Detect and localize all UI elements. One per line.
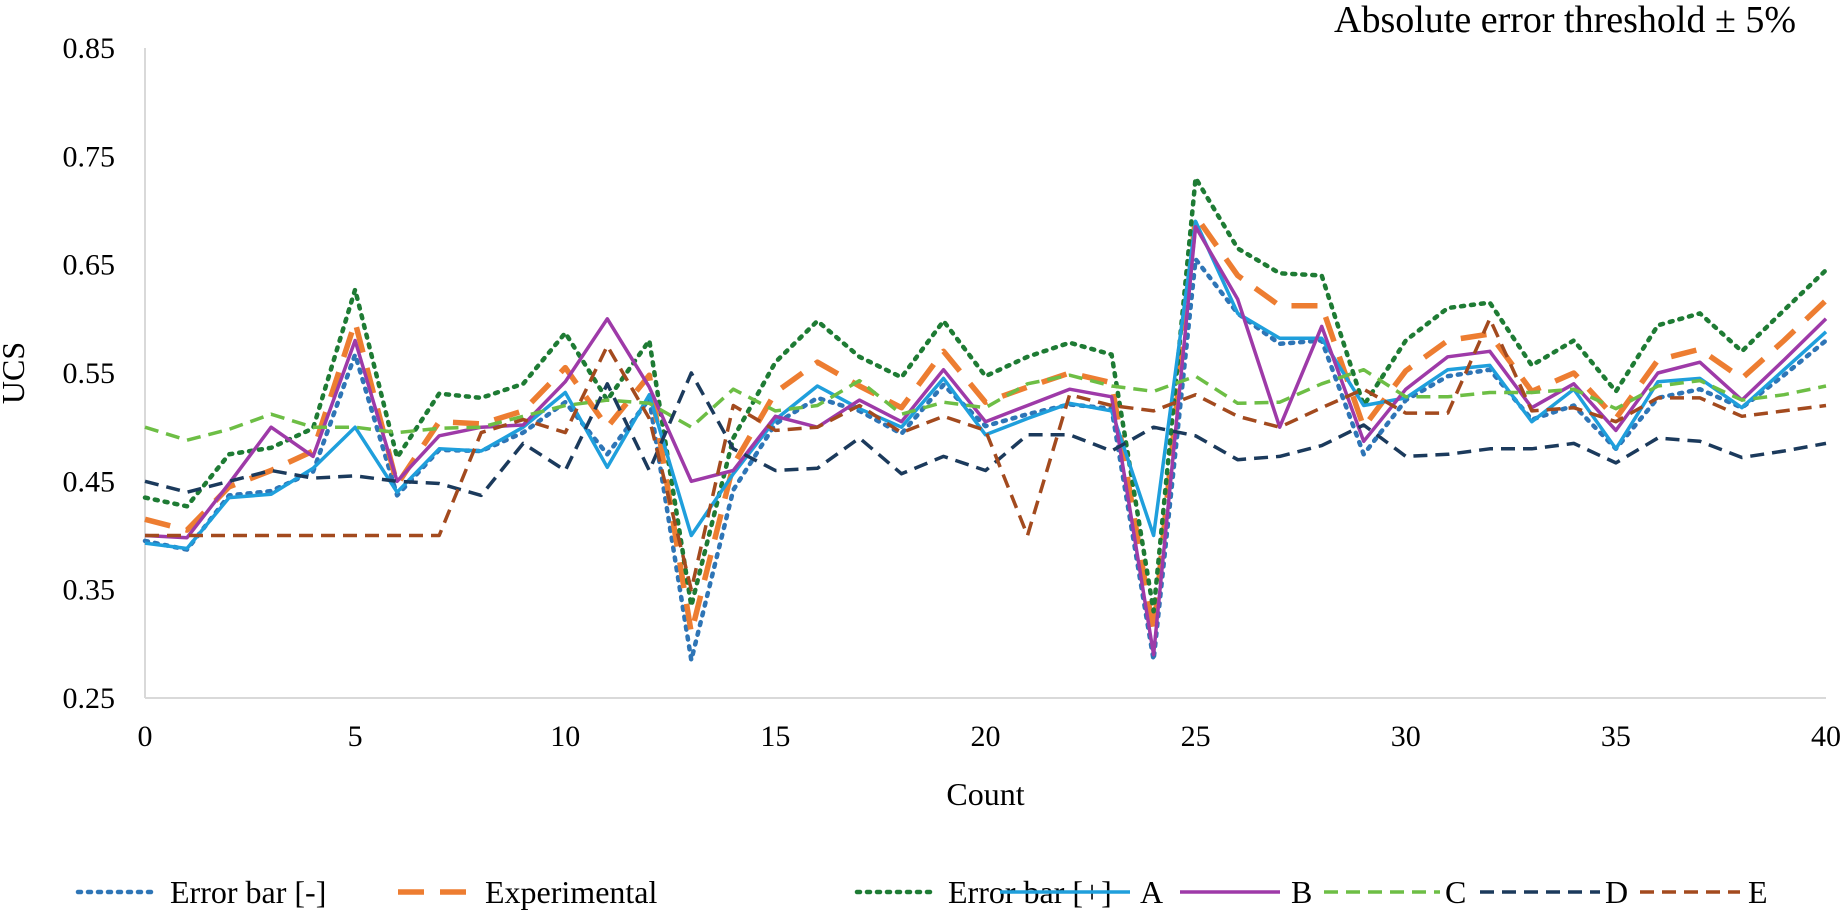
y-tick-label: 0.65 <box>63 249 116 282</box>
series-line <box>144 213 1828 636</box>
series-line <box>144 367 1827 442</box>
legend-item: Experimental <box>398 874 657 910</box>
x-tick-label: 5 <box>348 720 363 753</box>
x-tick-label: 20 <box>971 720 1001 753</box>
legend-item: Error bar [-] <box>75 874 326 910</box>
x-tick-label: 15 <box>760 720 790 753</box>
y-tick-label: 0.75 <box>63 140 116 173</box>
y-tick-label: 0.55 <box>63 357 116 390</box>
series-b <box>144 224 1828 657</box>
y-tick-label: 0.45 <box>63 465 116 498</box>
x-tick-label: 25 <box>1181 720 1211 753</box>
y-tick-labels: 0.25 0.35 0.45 0.55 0.65 0.75 0.85 <box>63 32 116 715</box>
series-d <box>144 371 1827 498</box>
y-tick-label: 0.85 <box>63 32 116 65</box>
chart-annotation: Absolute error threshold ± 5% <box>1334 0 1796 41</box>
axes <box>144 48 1826 699</box>
legend-label: C <box>1445 874 1466 910</box>
legend-item: C <box>1324 874 1466 910</box>
x-axis-title: Count <box>946 776 1024 812</box>
legend: Error bar [-] Experimental Error bar [+] A B… <box>75 874 1768 910</box>
x-tick-label: 0 <box>138 720 153 753</box>
legend-item: B <box>1180 874 1312 910</box>
x-tick-label: 40 <box>1811 720 1841 753</box>
y-axis-title: UCS <box>0 342 31 404</box>
legend-item: A <box>1000 874 1163 910</box>
x-tick-label: 35 <box>1601 720 1631 753</box>
series-c <box>144 367 1827 442</box>
legend-label: E <box>1748 874 1768 910</box>
legend-item: E <box>1640 874 1768 910</box>
series-line <box>142 256 1829 663</box>
x-tick-label: 30 <box>1391 720 1421 753</box>
legend-label: B <box>1291 874 1312 910</box>
x-tick-label: 10 <box>550 720 580 753</box>
legend-label: D <box>1605 874 1628 910</box>
series-error-bar <box>142 256 1829 663</box>
series-layer <box>142 175 1829 663</box>
series-line <box>144 224 1828 657</box>
y-tick-label: 0.35 <box>63 574 116 607</box>
series-error-bar <box>142 175 1829 614</box>
series-experimental <box>144 213 1828 636</box>
legend-label: A <box>1140 874 1163 910</box>
legend-item: D <box>1480 874 1628 910</box>
series-line <box>142 175 1829 614</box>
legend-label: Error bar [-] <box>170 874 326 910</box>
y-tick-label: 0.25 <box>63 682 116 715</box>
legend-label: Experimental <box>485 874 657 910</box>
series-line <box>144 371 1827 498</box>
x-tick-labels: 0 5 10 15 20 25 30 35 40 <box>138 720 1842 753</box>
